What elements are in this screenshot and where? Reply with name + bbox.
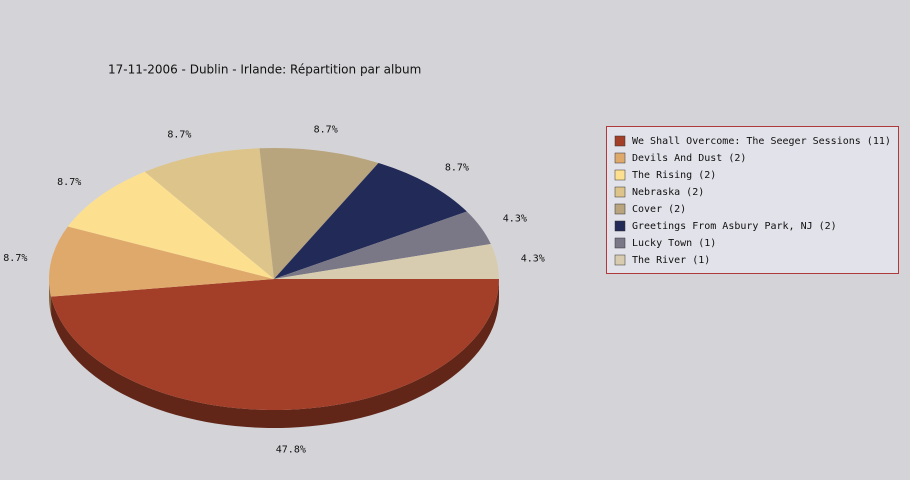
slice bbox=[51, 279, 499, 410]
legend-label: Lucky Town (1) bbox=[632, 238, 716, 249]
legend-label: We Shall Overcome: The Seeger Sessions (… bbox=[632, 136, 891, 147]
legend-swatch bbox=[614, 203, 626, 215]
slice bbox=[274, 244, 499, 279]
legend-swatch bbox=[614, 220, 626, 232]
slice bbox=[274, 162, 467, 279]
legend-swatch bbox=[614, 152, 626, 164]
chart-title: 17-11-2006 - Dublin - Irlande: Répartiti… bbox=[108, 63, 421, 77]
slice-label: 4.3% bbox=[503, 214, 527, 225]
slice-label: 8.7% bbox=[57, 177, 81, 188]
slice-label: 47.8% bbox=[276, 445, 306, 456]
slice bbox=[144, 148, 274, 279]
slice-label: 8.7% bbox=[314, 124, 338, 135]
legend-label: The River (1) bbox=[632, 255, 710, 266]
slice-label: 8.7% bbox=[445, 163, 469, 174]
legend-swatch bbox=[614, 135, 626, 147]
slice-side bbox=[49, 279, 52, 315]
slice bbox=[49, 226, 275, 297]
legend-label: The Rising (2) bbox=[632, 170, 716, 181]
legend-swatch bbox=[614, 169, 626, 181]
slice bbox=[274, 211, 491, 279]
legend-label: Devils And Dust (2) bbox=[632, 153, 746, 164]
legend-label: Greetings From Asbury Park, NJ (2) bbox=[632, 221, 837, 232]
slice bbox=[259, 148, 379, 279]
legend-swatch bbox=[614, 254, 626, 266]
legend-label: Cover (2) bbox=[632, 204, 686, 215]
slice-label: 8.7% bbox=[3, 253, 27, 264]
legend-swatch bbox=[614, 237, 626, 249]
slice-label: 8.7% bbox=[167, 130, 191, 141]
legend-box bbox=[606, 126, 899, 274]
legend-swatch bbox=[614, 186, 626, 198]
slice-label: 4.3% bbox=[521, 253, 545, 264]
legend-label: Nebraska (2) bbox=[632, 187, 704, 198]
slice bbox=[67, 171, 274, 279]
